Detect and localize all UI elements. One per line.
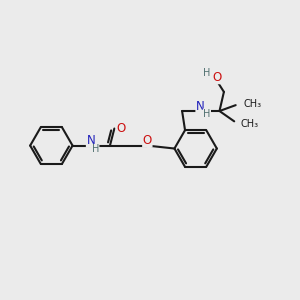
Text: CH₃: CH₃: [243, 99, 261, 109]
Text: H: H: [92, 144, 99, 154]
Text: CH₃: CH₃: [241, 119, 259, 129]
Text: O: O: [116, 122, 125, 135]
Text: H: H: [203, 109, 211, 119]
Text: N: N: [86, 134, 95, 147]
Text: H: H: [203, 68, 211, 78]
Text: O: O: [143, 134, 152, 147]
Text: N: N: [196, 100, 205, 112]
Text: O: O: [212, 71, 221, 84]
